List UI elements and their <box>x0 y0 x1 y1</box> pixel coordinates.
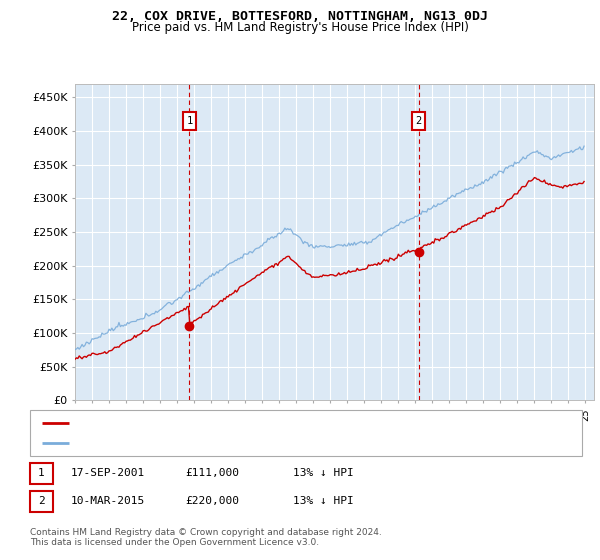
Text: 1: 1 <box>38 468 45 478</box>
Text: 13% ↓ HPI: 13% ↓ HPI <box>293 468 353 478</box>
Text: £111,000: £111,000 <box>185 468 239 478</box>
Text: Price paid vs. HM Land Registry's House Price Index (HPI): Price paid vs. HM Land Registry's House … <box>131 21 469 34</box>
Text: 22, COX DRIVE, BOTTESFORD, NOTTINGHAM, NG13 0DJ: 22, COX DRIVE, BOTTESFORD, NOTTINGHAM, N… <box>112 10 488 23</box>
Text: 17-SEP-2001: 17-SEP-2001 <box>71 468 145 478</box>
Text: HPI: Average price, detached house, Melton: HPI: Average price, detached house, Melt… <box>72 438 300 449</box>
Text: 13% ↓ HPI: 13% ↓ HPI <box>293 496 353 506</box>
Text: Contains HM Land Registry data © Crown copyright and database right 2024.
This d: Contains HM Land Registry data © Crown c… <box>30 528 382 547</box>
Text: £220,000: £220,000 <box>185 496 239 506</box>
Text: 22, COX DRIVE, BOTTESFORD, NOTTINGHAM, NG13 0DJ (detached house): 22, COX DRIVE, BOTTESFORD, NOTTINGHAM, N… <box>72 418 455 428</box>
Text: 1: 1 <box>186 116 193 126</box>
Text: 2: 2 <box>415 116 422 126</box>
Text: 10-MAR-2015: 10-MAR-2015 <box>71 496 145 506</box>
Text: 2: 2 <box>38 496 45 506</box>
